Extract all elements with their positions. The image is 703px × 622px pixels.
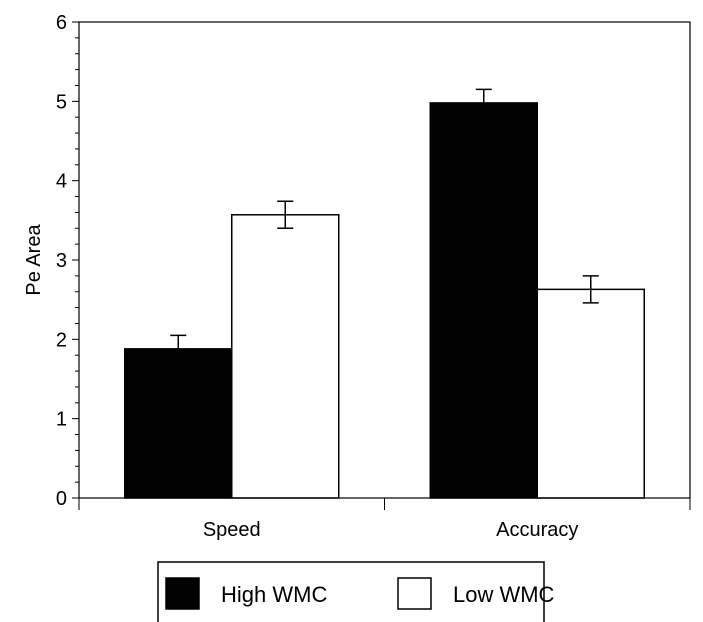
- axes: 0 1 2 3 4 5 6 Pe Area Speed Accuracy: [23, 12, 691, 541]
- legend-swatch: [165, 577, 200, 610]
- y-axis-title: Pe Area: [23, 224, 45, 296]
- y-tick-label: 3: [56, 250, 67, 272]
- legend-label: Low WMC: [453, 582, 555, 607]
- bar: [429, 102, 538, 499]
- bar: [124, 348, 233, 499]
- legend-label: High WMC: [221, 582, 327, 607]
- plot-area: [124, 88, 645, 499]
- legend-box: [157, 561, 545, 622]
- y-tick-label: 0: [56, 488, 67, 510]
- y-tick-label: 6: [56, 12, 67, 34]
- bar: [536, 288, 645, 499]
- y-tick-label: 5: [56, 91, 67, 113]
- y-tick-label: 4: [56, 171, 67, 193]
- y-tick-label: 2: [56, 329, 67, 351]
- legend: High WMC Low WMC: [157, 561, 555, 622]
- bar: [231, 214, 340, 499]
- y-tick-label: 1: [56, 409, 67, 431]
- x-tick-label: Accuracy: [496, 519, 578, 541]
- x-tick-label: Speed: [203, 519, 261, 541]
- legend-swatch: [397, 577, 432, 610]
